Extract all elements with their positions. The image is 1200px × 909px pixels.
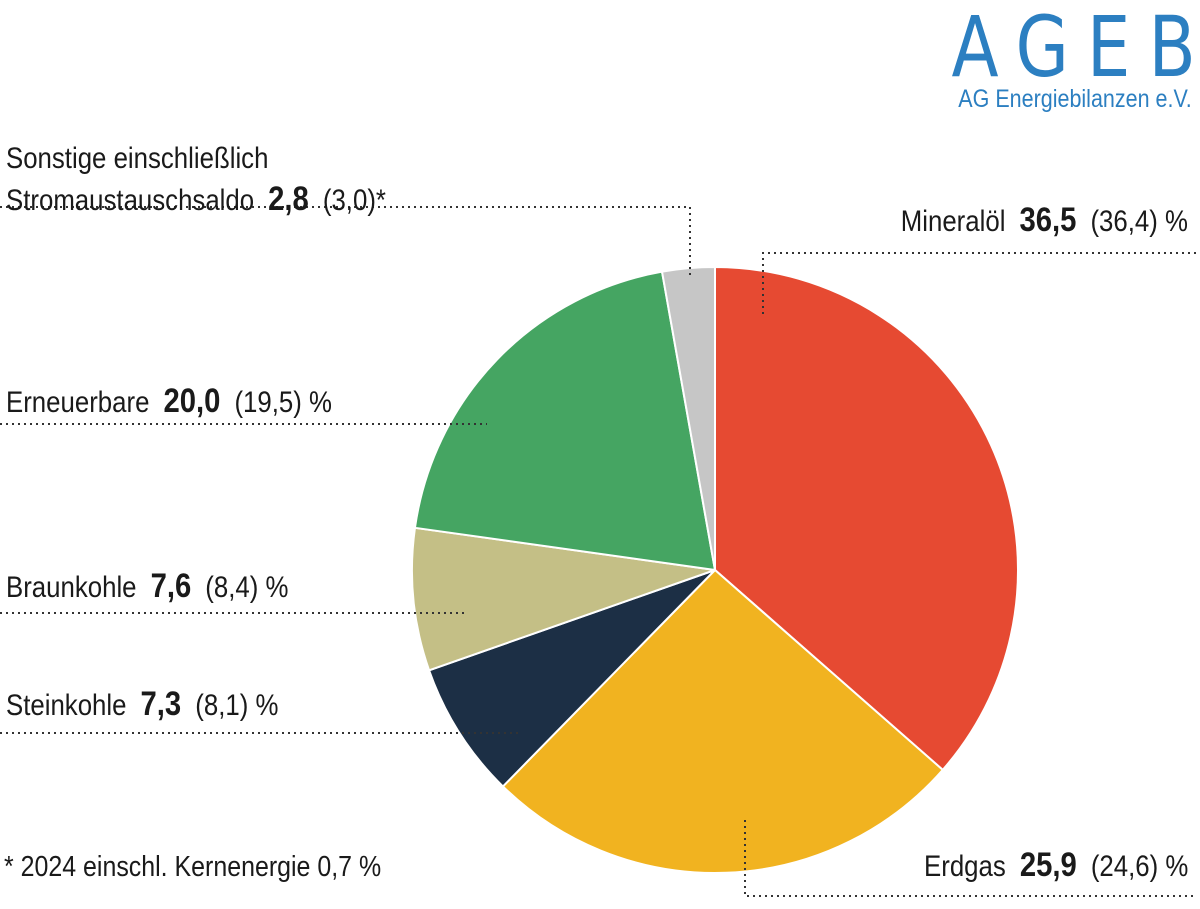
leader-mineraloel [762,252,1196,318]
pie-slice-steinkohle [427,569,716,788]
label-steinkohle-suffix: % [255,689,279,722]
label-sonstige-name1: Sonstige einschließlich [6,142,269,175]
label-mineraloel-suffix: % [1165,205,1188,238]
label-braunkohle-prev: (8,4) [205,571,259,604]
label-steinkohle-name: Steinkohle [6,689,127,722]
label-steinkohle-prev: (8,1) [195,689,249,722]
label-steinkohle-value: 7,3 [140,685,182,723]
leader-erdgas [744,820,1196,897]
label-mineraloel: Mineralöl 36,5 (36,4) % [901,203,1188,239]
label-mineraloel-name: Mineralöl [900,205,1006,238]
logo-title: AGEB [951,0,1200,96]
label-braunkohle-suffix: % [265,571,289,604]
leader-sonstige [0,206,691,278]
pie-slice-erneuerbare [413,270,717,572]
label-erneuerbare: Erneuerbare 20,0 (19,5) % [6,384,332,420]
pie-slice-sonstige [660,265,716,571]
label-steinkohle: Steinkohle 7,3 (8,1) % [6,687,278,723]
label-sonstige-prev: (3,0)* [322,184,386,217]
label-erdgas-prev: (24,6) [1090,850,1158,883]
label-braunkohle-name: Braunkohle [6,571,137,604]
label-erdgas-name: Erdgas [923,850,1006,883]
footnote: * 2024 einschl. Kernenergie 0,7 % [4,851,382,883]
ageb-logo: AGEB AG Energiebilanzen e.V. [894,4,1196,113]
label-erdgas: Erdgas 25,9 (24,6) % [924,848,1188,884]
label-erneuerbare-prev: (19,5) [234,386,302,419]
label-sonstige-line1: Sonstige einschließlich [6,142,268,176]
label-sonstige: Stromaustauschsaldo 2,8 (3,0)* [6,182,386,218]
label-erneuerbare-suffix: % [309,386,332,419]
label-sonstige-value: 2,8 [268,180,309,218]
label-erneuerbare-value: 20,0 [163,382,221,420]
label-sonstige-name2: Stromaustauschsaldo [6,184,255,217]
pie-slice-erdgas [501,568,945,874]
label-braunkohle: Braunkohle 7,6 (8,4) % [6,569,288,605]
label-mineraloel-value: 36,5 [1019,201,1077,239]
pie-slice-mineraloel [714,265,1019,772]
logo-subtitle: AG Energiebilanzen e.V. [958,85,1192,113]
label-erdgas-suffix: % [1165,850,1188,883]
label-erdgas-value: 25,9 [1019,846,1077,884]
label-erneuerbare-name: Erneuerbare [6,386,150,419]
pie-slice-braunkohle [411,526,716,672]
label-mineraloel-prev: (36,4) [1090,205,1158,238]
label-braunkohle-value: 7,6 [150,567,192,605]
